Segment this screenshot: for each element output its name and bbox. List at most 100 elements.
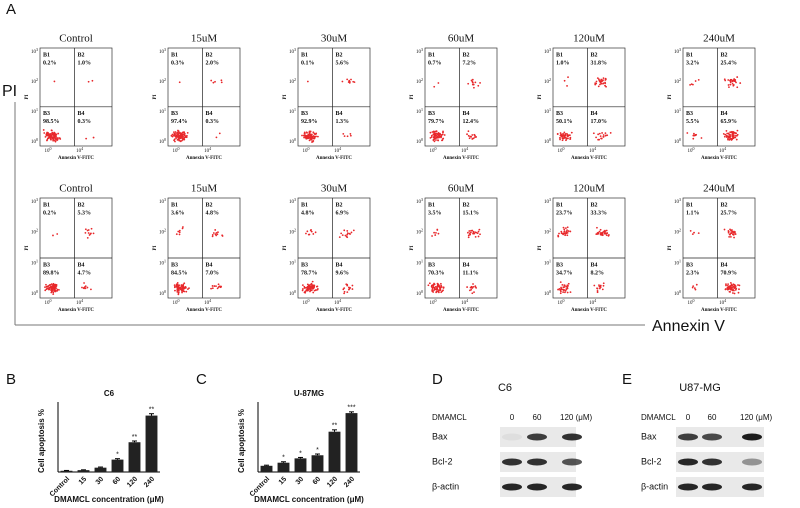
event-dot — [306, 135, 309, 138]
event-dot — [181, 291, 183, 294]
event-dot — [349, 233, 352, 235]
tick-exponent: 2 — [294, 228, 296, 233]
blot-band — [502, 458, 522, 466]
tick-base: 10 — [674, 80, 680, 85]
event-dot — [346, 233, 349, 236]
event-dot — [471, 78, 474, 81]
significance: * — [116, 452, 119, 459]
y-tick-label: 102 — [289, 228, 296, 236]
quadrant-percent: 25.4% — [721, 60, 738, 66]
event-dot — [92, 232, 95, 235]
chart-title: C6 — [104, 389, 115, 398]
quadrant-name: B1 — [556, 202, 563, 208]
y-tick-label: 103 — [416, 47, 423, 55]
event-dot — [479, 233, 481, 236]
tick-base: 10 — [430, 149, 436, 154]
plot-title: 60uM — [448, 183, 475, 195]
x-tick-label: 104 — [204, 298, 211, 306]
tick-exponent: 3 — [294, 197, 296, 202]
event-dot — [435, 290, 438, 293]
significance: * — [299, 450, 302, 457]
event-dot — [727, 229, 730, 232]
tick-base: 10 — [334, 149, 340, 154]
blot-band — [527, 483, 547, 491]
event-dot — [309, 130, 312, 133]
event-dot — [561, 284, 564, 286]
event-dot — [52, 284, 55, 287]
event-dot — [431, 131, 434, 133]
event-dot — [734, 285, 737, 288]
tick-base: 10 — [76, 301, 82, 306]
tick-base: 10 — [461, 149, 467, 154]
event-dot — [598, 230, 601, 233]
plot-x-label: Annexin V-FITC — [571, 308, 607, 313]
plot-y-label: PI — [25, 94, 30, 99]
tick-exponent: 2 — [549, 228, 551, 233]
event-dot — [346, 284, 349, 287]
event-dot — [731, 133, 734, 136]
event-dot — [314, 133, 317, 136]
y-tick-label: 100 — [31, 137, 38, 145]
event-dot — [433, 136, 436, 139]
quadrant-percent: 23.7% — [556, 210, 573, 216]
x-tick-label: 104 — [719, 146, 726, 154]
event-dot — [729, 232, 732, 235]
event-dot — [177, 132, 179, 135]
quadrant-percent: 2.3% — [686, 270, 700, 276]
event-dot — [468, 230, 471, 232]
event-dot — [436, 228, 439, 231]
event-dot — [728, 233, 731, 236]
bar — [345, 413, 358, 472]
event-dot — [738, 284, 741, 287]
quadrant-percent: 2.0% — [206, 60, 220, 66]
quadrant-name: B4 — [78, 111, 85, 117]
x-tick-label: 120 — [126, 476, 139, 489]
bar — [94, 467, 107, 472]
plot-frame — [297, 47, 371, 147]
event-dot — [176, 138, 179, 141]
event-dot — [599, 81, 602, 84]
event-dot — [596, 291, 599, 294]
quadrant-percent: 1.3% — [336, 119, 350, 125]
plot-frame — [682, 47, 756, 147]
quadrant-percent: 4.8% — [206, 210, 220, 216]
tick-exponent: 0 — [308, 298, 310, 303]
significance: *** — [347, 405, 355, 412]
event-dot — [442, 130, 444, 133]
event-dot — [90, 227, 93, 230]
plot-y-label: PI — [410, 94, 415, 99]
event-dot — [181, 227, 184, 230]
event-dot — [732, 84, 735, 87]
event-dot — [52, 293, 55, 296]
tick-exponent: 0 — [178, 146, 180, 151]
event-dot — [729, 281, 732, 284]
tick-exponent: 0 — [178, 298, 180, 303]
event-dot — [566, 134, 569, 136]
event-dot — [601, 232, 604, 234]
quadrant-percent: 89.8% — [43, 270, 60, 276]
event-dot — [214, 80, 216, 83]
quadrant-percent: 1.1% — [686, 210, 700, 216]
plot-frame — [552, 197, 626, 299]
quadrant-name: B2 — [336, 202, 343, 208]
tick-exponent: 2 — [679, 228, 681, 233]
event-dot — [211, 287, 214, 290]
event-dot — [174, 131, 177, 133]
event-dot — [605, 232, 607, 235]
event-dot — [559, 134, 562, 137]
bar — [128, 442, 141, 472]
plot-x-label: Annexin V-FITC — [186, 308, 222, 313]
event-dot — [602, 284, 605, 287]
quadrant-name: B2 — [336, 52, 343, 58]
tick-exponent: 0 — [563, 146, 565, 151]
event-dot — [693, 231, 695, 234]
x-tick-label: 100 — [430, 146, 437, 154]
event-dot — [175, 137, 178, 139]
event-dot — [432, 286, 435, 289]
event-dot — [43, 132, 46, 134]
event-dot — [471, 134, 474, 136]
event-dot — [566, 85, 568, 87]
event-dot — [90, 288, 92, 291]
tick-base: 10 — [544, 292, 550, 297]
